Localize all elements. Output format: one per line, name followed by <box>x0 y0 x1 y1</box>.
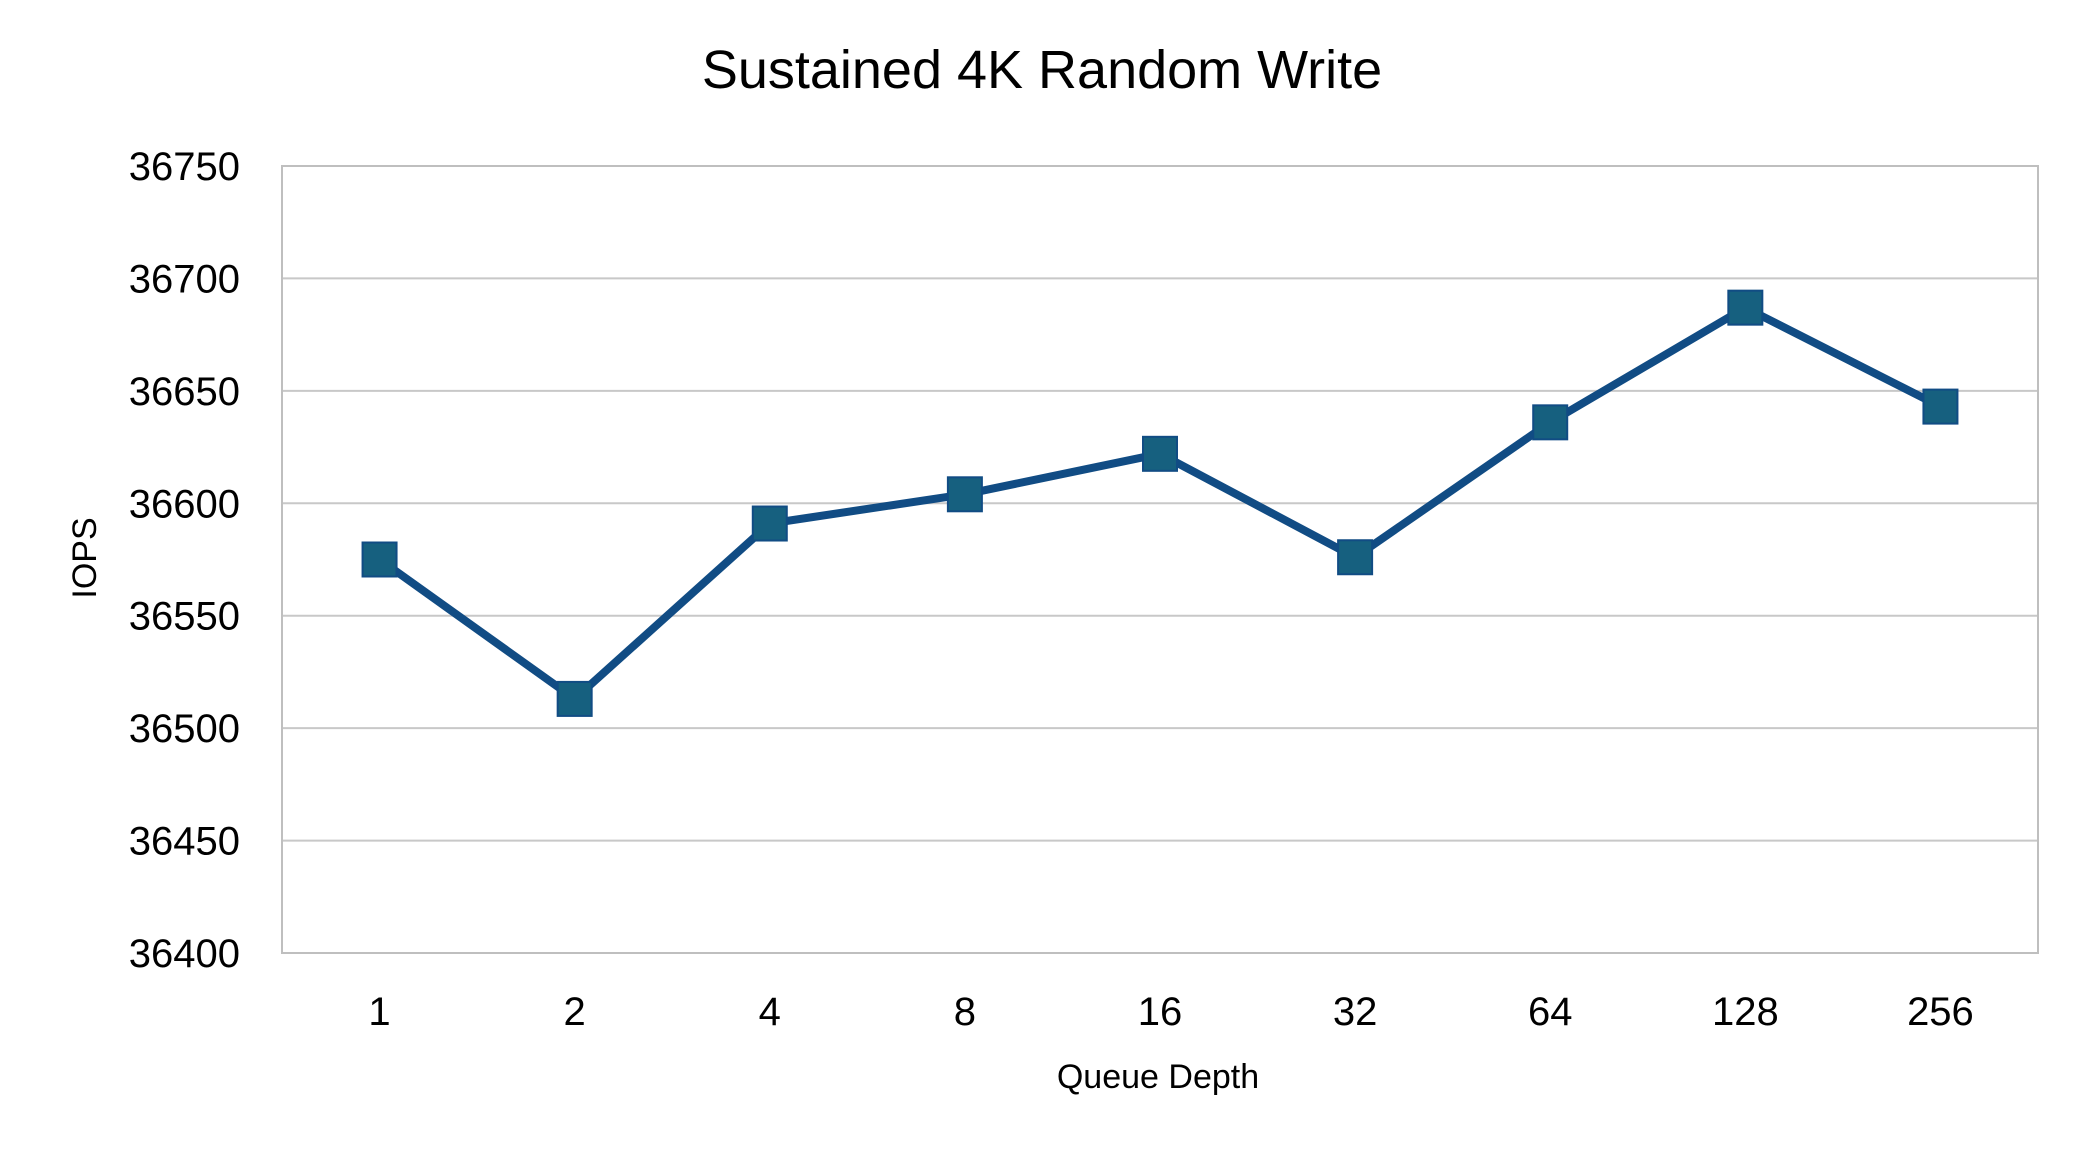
y-tick-label: 36750 <box>129 145 240 189</box>
x-axis-label: Queue Depth <box>1057 1058 1259 1096</box>
y-tick-label: 36500 <box>129 707 240 751</box>
y-tick-label: 36700 <box>129 257 240 301</box>
x-tick-label: 64 <box>1528 990 1573 1034</box>
y-tick-label: 36550 <box>129 595 240 639</box>
x-tick-label: 1 <box>368 990 390 1034</box>
data-point-marker <box>1532 404 1569 441</box>
x-tick-label: 32 <box>1333 990 1378 1034</box>
y-tick-label: 36450 <box>129 820 240 864</box>
x-tick-label: 16 <box>1138 990 1183 1034</box>
x-axis-ticks: 1 2 4 8 16 32 64 128 256 <box>368 990 1973 1034</box>
y-tick-label: 36650 <box>129 370 240 414</box>
data-point-marker <box>1337 539 1374 576</box>
y-tick-label: 36600 <box>129 482 240 526</box>
chart-title: Sustained 4K Random Write <box>702 40 1382 100</box>
data-point-marker <box>1922 388 1959 425</box>
y-axis-label: IOPS <box>66 517 104 598</box>
x-tick-label: 4 <box>759 990 781 1034</box>
data-point-marker <box>1727 289 1764 326</box>
data-point-marker <box>946 476 983 513</box>
data-markers <box>361 289 1959 717</box>
data-point-marker <box>361 541 398 578</box>
x-tick-label: 128 <box>1712 990 1779 1034</box>
x-tick-label: 8 <box>954 990 976 1034</box>
x-tick-label: 256 <box>1907 990 1974 1034</box>
y-axis-ticks: 36400 36450 36500 36550 36600 36650 36700 36750 <box>129 145 240 976</box>
data-point-marker <box>1142 435 1178 472</box>
data-point-marker <box>556 680 593 717</box>
x-tick-label: 2 <box>564 990 586 1034</box>
data-point-marker <box>751 505 788 542</box>
plot-frame <box>281 165 2039 954</box>
y-tick-label: 36400 <box>129 932 240 976</box>
gridlines <box>282 165 2038 954</box>
